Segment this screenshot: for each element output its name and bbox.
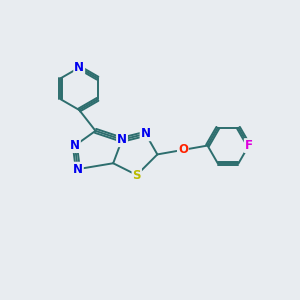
Text: S: S [133,169,141,182]
Text: N: N [141,127,151,140]
Text: N: N [70,139,80,152]
Text: N: N [117,133,127,146]
Text: F: F [245,139,253,152]
Text: N: N [74,61,84,74]
Text: N: N [73,163,83,176]
Text: O: O [178,143,188,156]
